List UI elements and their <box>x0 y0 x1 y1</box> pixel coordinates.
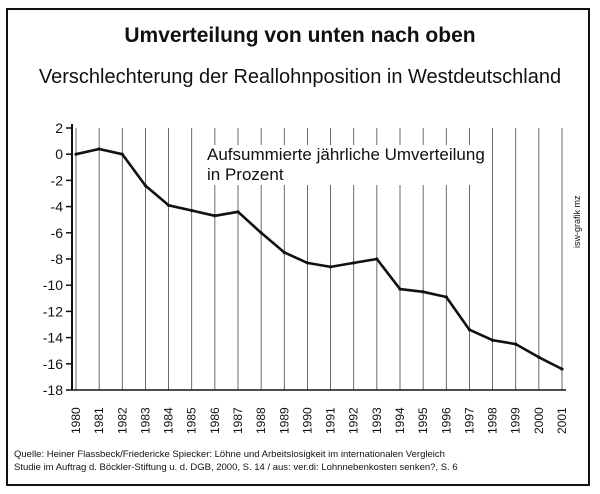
chart-annotation: Aufsummierte jährliche Umverteilung in P… <box>205 145 487 185</box>
x-tick-label: 1996 <box>439 407 453 434</box>
x-tick-label: 1984 <box>162 407 176 434</box>
source-line-1: Quelle: Heiner Flassbeck/Friedericke Spi… <box>14 449 445 460</box>
data-point-1988 <box>259 231 263 235</box>
x-tick-label: 2001 <box>555 407 569 434</box>
data-point-1990 <box>305 261 310 265</box>
x-tick-label: 1991 <box>324 407 338 434</box>
data-point-1997 <box>467 328 472 332</box>
data-point-1989 <box>282 250 286 255</box>
y-tick-label: -18 <box>43 382 63 398</box>
data-point-2001 <box>560 367 564 371</box>
x-tick-label: 1986 <box>208 407 222 434</box>
x-tick-label: 1987 <box>231 407 245 434</box>
x-tick-label: 1998 <box>486 407 500 434</box>
y-tick-label: -8 <box>51 251 64 267</box>
x-tick-label: 1989 <box>277 407 291 434</box>
x-tick-label: 1994 <box>393 407 407 434</box>
x-tick-label: 1985 <box>185 407 199 434</box>
y-tick-label: -14 <box>43 330 63 346</box>
y-tick-label: 2 <box>55 120 63 136</box>
data-point-1982 <box>120 152 124 156</box>
x-tick-label: 1980 <box>69 407 83 434</box>
graphic-credit: isw-grafik mz <box>572 195 582 248</box>
data-point-1992 <box>352 261 356 265</box>
x-tick-label: 1995 <box>416 407 430 434</box>
annotation-line-2: in Prozent <box>207 165 284 184</box>
data-point-1980 <box>74 152 78 156</box>
y-tick-label: 0 <box>55 146 63 162</box>
data-point-1981 <box>97 147 101 151</box>
x-tick-label: 1999 <box>509 407 523 434</box>
y-tick-label: -16 <box>43 356 63 372</box>
chart-title: Umverteilung von unten nach oben <box>124 24 476 47</box>
x-tick-label: 1992 <box>347 407 361 434</box>
data-point-1998 <box>490 338 495 342</box>
data-point-1986 <box>213 214 217 218</box>
data-point-1987 <box>236 210 240 214</box>
x-tick-label: 1982 <box>115 407 129 434</box>
y-tick-label: -12 <box>43 303 63 319</box>
annotation-line-1: Aufsummierte jährliche Umverteilung <box>207 145 485 164</box>
x-tick-label: 1993 <box>370 407 384 434</box>
data-point-1985 <box>190 208 194 213</box>
x-tick-label: 1981 <box>92 407 106 434</box>
data-point-1999 <box>514 342 518 346</box>
x-tick-label: 1983 <box>138 407 152 434</box>
x-tick-label: 2000 <box>532 407 546 434</box>
data-point-1993 <box>375 257 379 261</box>
chart-subtitle: Verschlechterung der Reallohnposition in… <box>38 66 562 88</box>
data-point-1984 <box>166 203 171 207</box>
x-tick-label: 1990 <box>300 407 314 434</box>
data-point-1991 <box>328 265 333 269</box>
source-line-2: Studie im Auftrag d. Böckler-Stiftung u.… <box>14 462 458 473</box>
data-point-1996 <box>444 295 448 299</box>
y-tick-label: -2 <box>51 172 64 188</box>
data-point-1983 <box>143 184 148 188</box>
source-note: Quelle: Heiner Flassbeck/Friedericke Spi… <box>14 448 584 474</box>
data-point-2000 <box>537 355 541 359</box>
series-line-0 <box>75 147 563 371</box>
y-tick-label: -4 <box>51 199 64 215</box>
data-point-1995 <box>421 290 425 294</box>
y-tick-label: -10 <box>43 277 63 293</box>
y-tick-label: -6 <box>51 225 64 241</box>
x-tick-label: 1997 <box>462 407 476 434</box>
data-point-1994 <box>398 287 402 291</box>
x-tick-label: 1988 <box>254 407 268 434</box>
